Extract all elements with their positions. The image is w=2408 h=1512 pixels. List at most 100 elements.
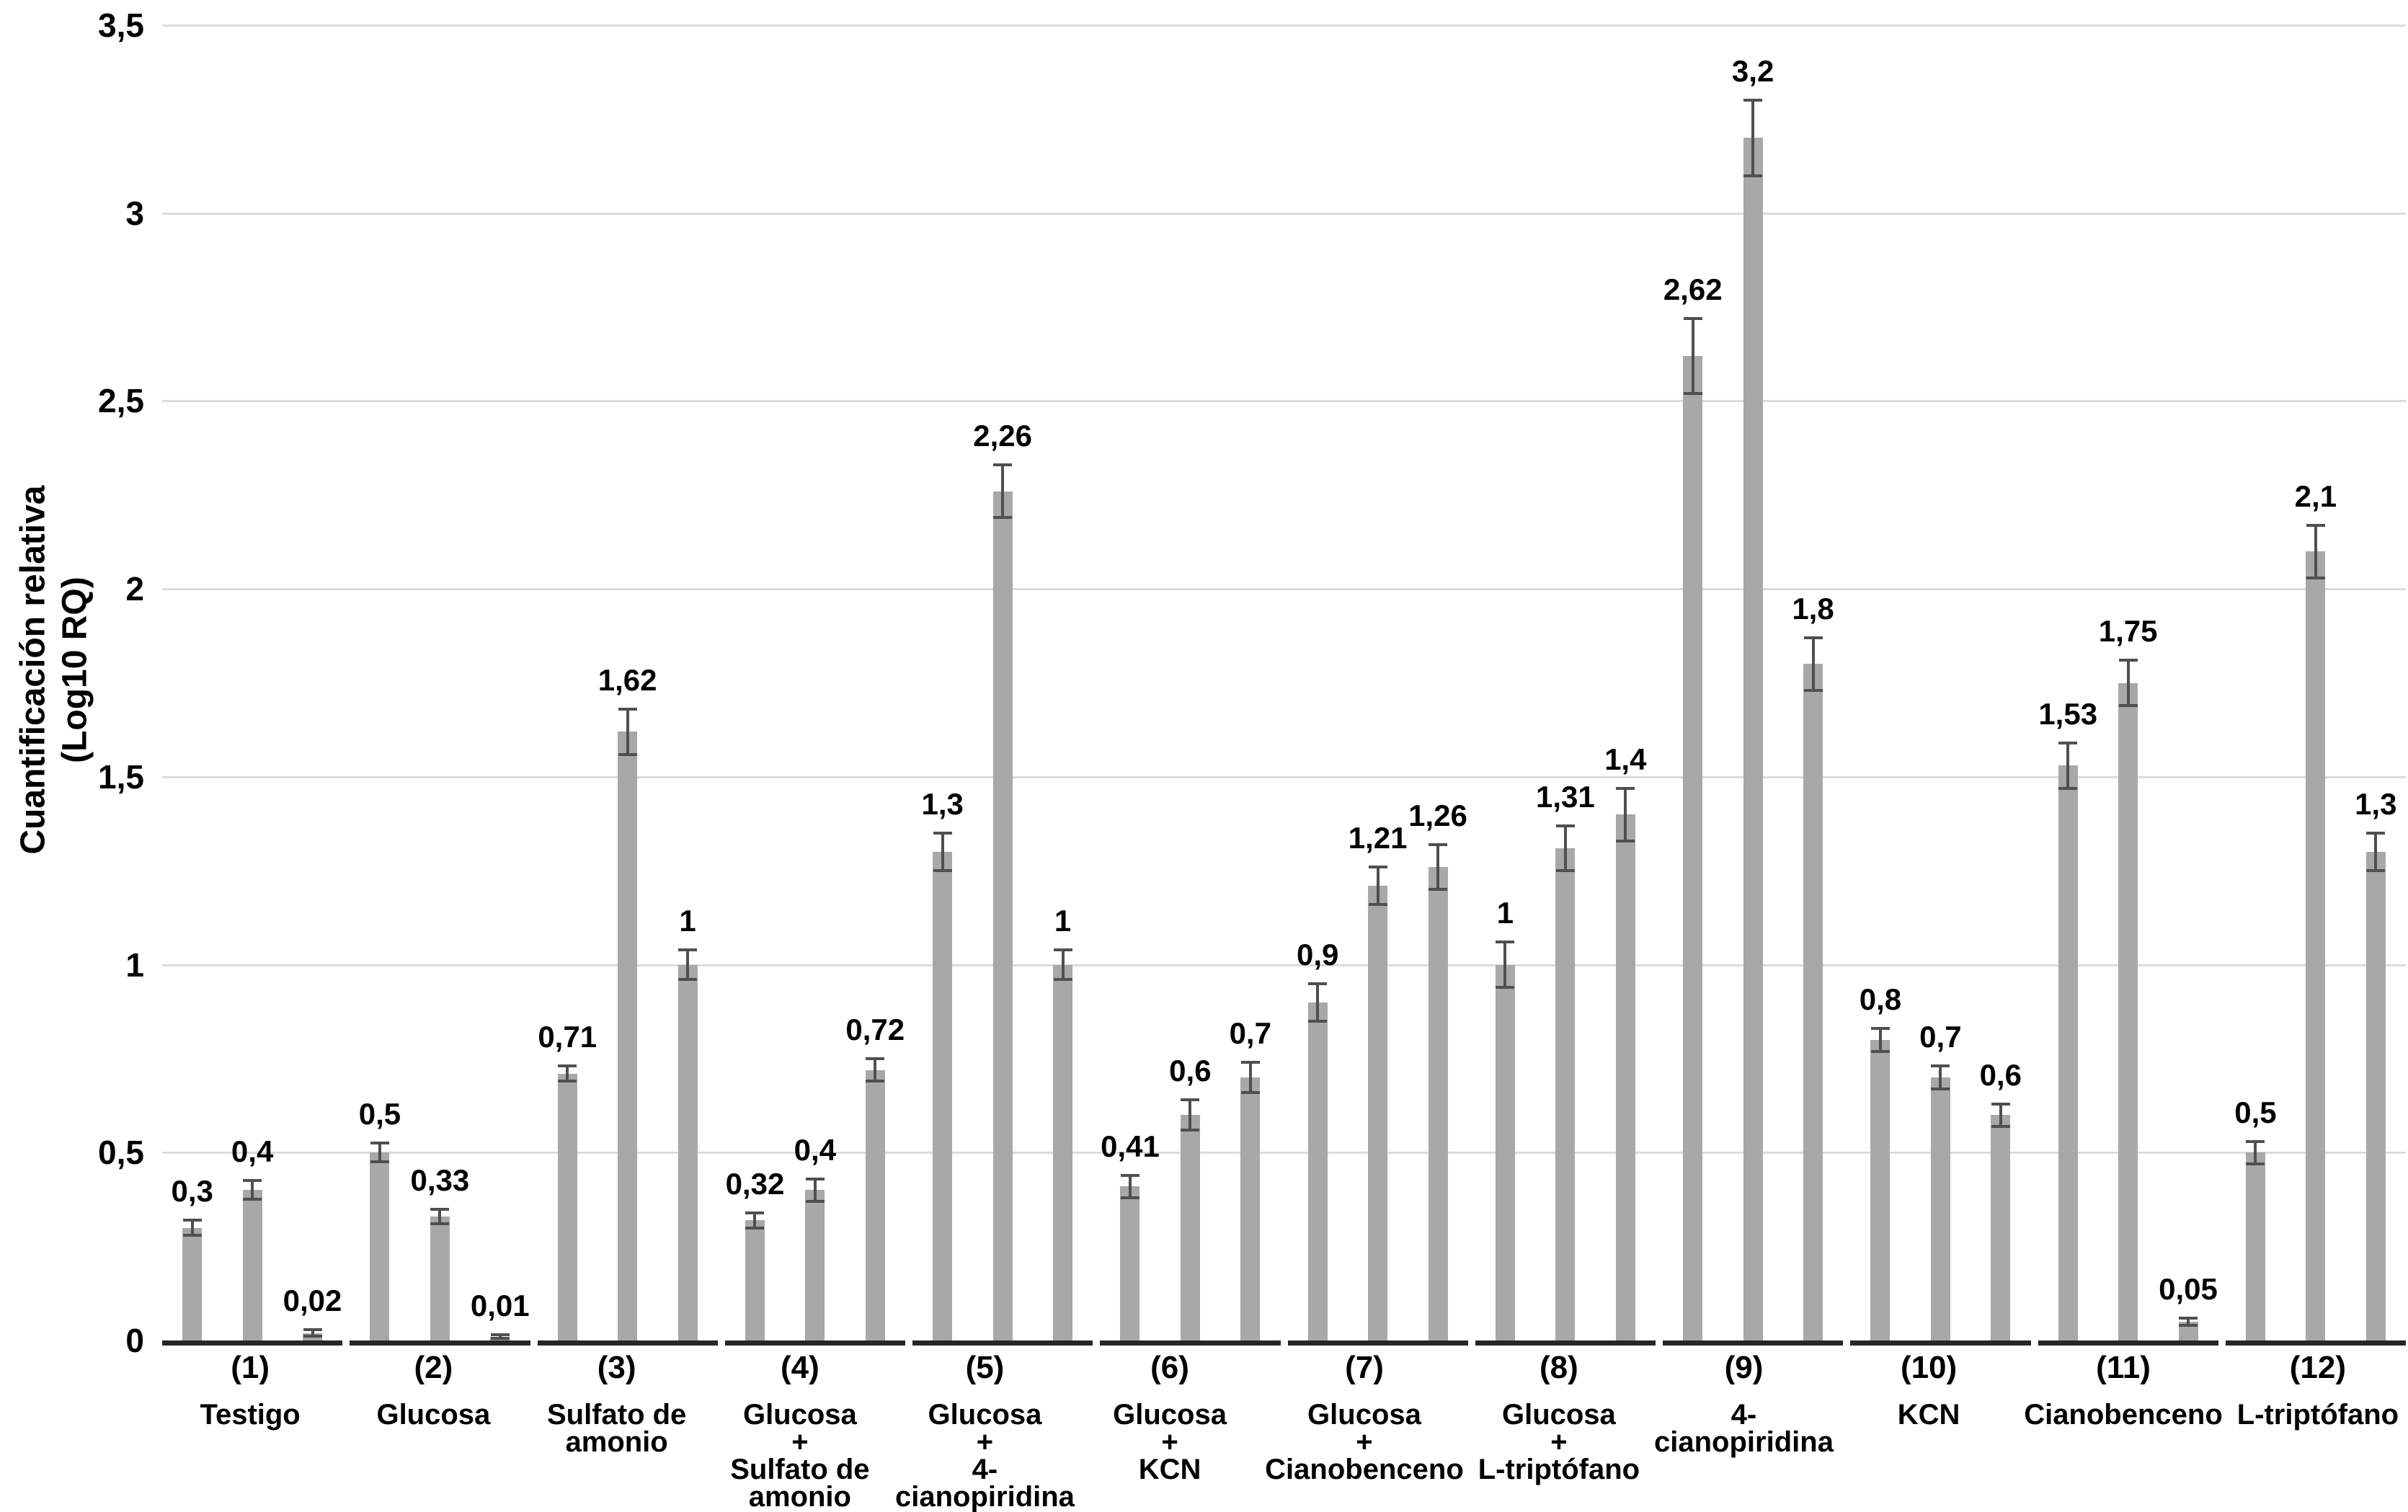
group-number-label: (11) — [2096, 1350, 2151, 1385]
bar-slot: 0,5 — [2226, 25, 2285, 1340]
bar-value-label: 1,31 — [1535, 779, 1595, 814]
error-bar-cap — [2118, 659, 2138, 662]
error-bar-cap — [2366, 869, 2386, 873]
gridline — [162, 588, 2406, 591]
error-bar — [311, 1330, 314, 1336]
error-bar-cap — [558, 1064, 577, 1068]
bar-slot: 1,31 — [1535, 25, 1595, 1340]
error-bar-cap — [558, 1080, 577, 1083]
bar-slot: 0,6 — [1160, 25, 1220, 1340]
error-bar-cap — [1616, 786, 1635, 790]
group-number-label: (6) — [1150, 1350, 1189, 1385]
error-bar — [2126, 660, 2130, 706]
error-bar-cap — [2058, 786, 2078, 790]
y-tick-label: 2 — [125, 570, 144, 608]
bar — [557, 1073, 577, 1340]
error-bar-cap — [1308, 982, 1328, 985]
error-bar-cap — [1803, 688, 1823, 692]
x-group-label: (11) Cianobenceno — [2024, 1351, 2223, 1511]
bar-value-label: 0,02 — [283, 1284, 342, 1318]
gridline — [162, 25, 2406, 27]
error-bar — [874, 1058, 877, 1082]
bar-value-label: 0,32 — [725, 1166, 785, 1201]
error-bar-cap — [933, 832, 952, 835]
error-bar — [2066, 742, 2070, 788]
error-bar-cap — [2306, 576, 2325, 579]
bar — [805, 1190, 825, 1340]
group-name-label: Glucosa +4-cianopiridina — [895, 1399, 1075, 1512]
x-group-label: (6) Glucosa + KCN — [1082, 1351, 1258, 1511]
y-tick-label: 3 — [125, 194, 144, 232]
error-bar-cap — [1496, 985, 1515, 989]
bar-group: 0,8 0,7 0,6 — [1850, 25, 2031, 1346]
bar-group: 1 1,31 1,4 — [1475, 25, 1656, 1346]
group-number-label: (1) — [231, 1350, 270, 1385]
bar — [1053, 964, 1073, 1340]
bar-value-label: 0,7 — [1229, 1016, 1271, 1051]
bar-value-label: 1,75 — [2098, 614, 2158, 649]
error-bar-cap — [1368, 866, 1387, 868]
error-bar-cap — [1053, 978, 1072, 982]
bar-slot: 0,72 — [845, 25, 905, 1340]
error-bar — [2374, 833, 2378, 871]
bar — [865, 1069, 885, 1340]
error-bar — [1376, 867, 1380, 905]
group-number-label: (9) — [1724, 1350, 1764, 1385]
error-bar-cap — [1870, 1027, 1890, 1031]
error-bar — [813, 1178, 817, 1202]
error-bar — [1878, 1028, 1882, 1051]
y-tick-label: 2,5 — [98, 382, 144, 420]
bar-slot: 0,02 — [283, 25, 342, 1340]
bar — [1803, 664, 1823, 1340]
bar — [1870, 1039, 1891, 1340]
error-bar-cap — [805, 1177, 825, 1180]
bar-value-label: 1 — [1496, 896, 1514, 930]
bar-group: 0,41 0,6 0,7 — [1100, 25, 1281, 1346]
error-bar-cap — [1240, 1090, 1260, 1094]
x-axis-labels: (1) Testigo (2) Glucosa (3) Sulfato de amonio(… — [162, 1350, 2406, 1512]
bar — [618, 731, 638, 1340]
error-bar-cap — [2246, 1162, 2265, 1165]
error-bar-cap — [303, 1334, 322, 1338]
bar — [182, 1227, 203, 1340]
bar-slot: 1,8 — [1783, 25, 1843, 1340]
bar-slot: 2,1 — [2285, 25, 2345, 1340]
bar — [1743, 138, 1763, 1340]
error-bar-cap — [745, 1211, 765, 1214]
x-group-label: (10) KCN — [1841, 1351, 2017, 1511]
error-bar-cap — [1555, 869, 1575, 873]
error-bar-cap — [1743, 174, 1763, 177]
group-baseline — [912, 1340, 1093, 1346]
x-group-label: (3) Sulfato de amonio — [529, 1351, 705, 1511]
error-bar-cap — [243, 1179, 262, 1183]
bar — [992, 491, 1013, 1340]
bar-value-label: 0,9 — [1297, 937, 1339, 971]
group-number-label: (5) — [965, 1350, 1005, 1385]
error-bar-cap — [1053, 948, 1072, 951]
error-bar — [1128, 1175, 1132, 1198]
error-bar-cap — [370, 1142, 389, 1145]
error-bar-cap — [678, 978, 698, 982]
error-bar-cap — [182, 1219, 202, 1222]
group-number-label: (8) — [1540, 1350, 1578, 1385]
bar-value-label: 1,3 — [921, 787, 964, 822]
bar-slot: 0,41 — [1100, 25, 1160, 1340]
error-bar — [1436, 844, 1440, 890]
bar — [745, 1220, 765, 1340]
x-group-label: (1) Testigo — [162, 1351, 338, 1511]
error-bar — [2314, 525, 2317, 578]
bar — [1683, 355, 1703, 1340]
error-bar-cap — [1991, 1102, 2010, 1106]
x-group-label: (8) Glucosa + L-triptófano — [1471, 1351, 1647, 1511]
group-name-label: KCN — [1897, 1399, 1960, 1431]
bar-group: 1,53 1,75 0,05 — [2038, 25, 2218, 1346]
bar-value-label: 2,26 — [973, 419, 1032, 453]
bar — [1930, 1077, 1950, 1340]
bar-value-label: 0,7 — [1919, 1020, 1962, 1054]
error-bar-cap — [933, 869, 952, 873]
group-name-label: Glucosa — [376, 1399, 491, 1431]
error-bar-cap — [1616, 839, 1635, 842]
error-bar — [2254, 1141, 2257, 1164]
group-name-label: Glucosa + Sulfato de amonio — [730, 1399, 870, 1512]
